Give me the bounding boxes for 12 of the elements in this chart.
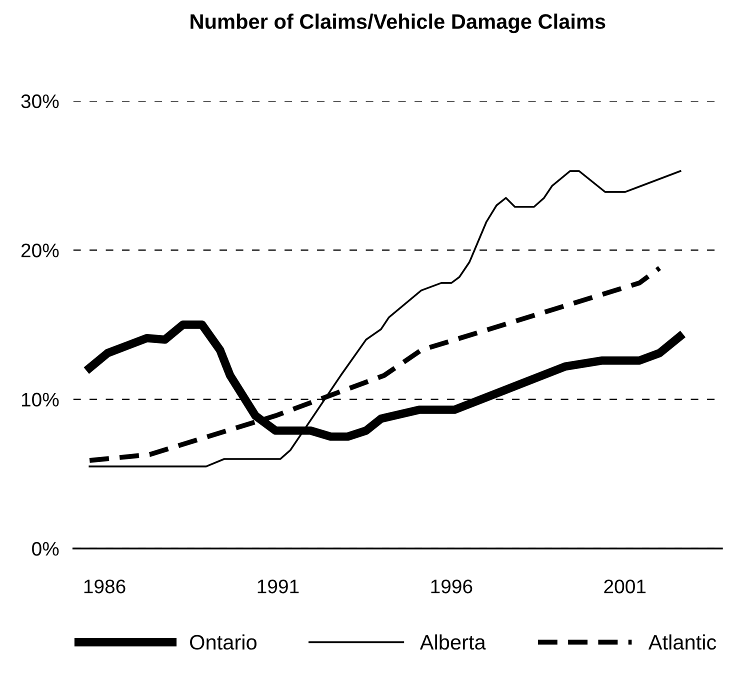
x-tick-label: 1996 bbox=[431, 580, 472, 594]
y-tick-label: 10% bbox=[22, 392, 59, 407]
x-tick-label: 2001 bbox=[604, 580, 646, 594]
legend-label: Atlantic bbox=[648, 634, 716, 650]
x-tick-label: 1991 bbox=[258, 580, 299, 594]
legend-label: Ontario bbox=[190, 634, 256, 650]
legend-label: Alberta bbox=[420, 634, 486, 650]
chart-title: Number of Claims/Vehicle Damage Claims bbox=[190, 14, 606, 34]
y-tick-label: 30% bbox=[21, 94, 59, 108]
y-tick-label: 0% bbox=[32, 542, 59, 556]
y-tick-label: 20% bbox=[21, 244, 59, 258]
x-tick-label: 1986 bbox=[84, 580, 126, 594]
